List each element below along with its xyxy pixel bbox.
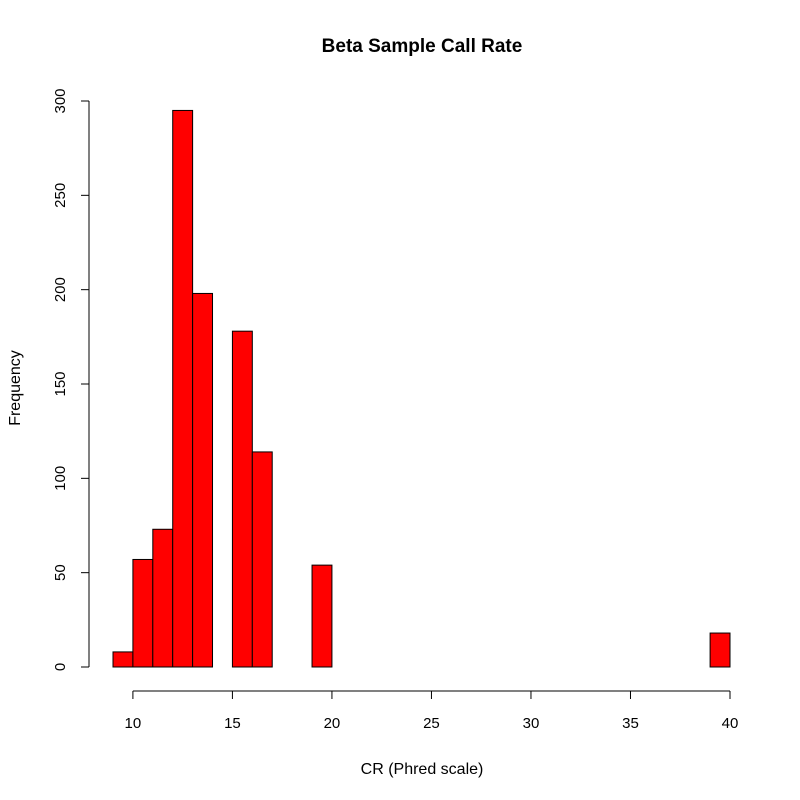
histogram-bar <box>172 109 194 668</box>
x-tick-label: 10 <box>125 715 142 732</box>
x-tick-label: 35 <box>622 715 639 732</box>
histogram-bars <box>112 109 731 668</box>
x-axis: 10 15 20 25 30 35 40 <box>125 690 739 732</box>
histogram-bar <box>231 330 253 668</box>
y-tick-label: 300 <box>52 88 69 113</box>
y-tick-label: 150 <box>52 371 69 396</box>
histogram-bar <box>132 558 154 668</box>
y-tick-label: 100 <box>52 466 69 491</box>
x-tick-label: 20 <box>324 715 341 732</box>
x-axis-label: CR (Phred scale) <box>361 761 484 778</box>
histogram-bar <box>112 651 134 668</box>
y-axis: 0 50 100 150 200 250 300 <box>52 88 90 671</box>
histogram-bar <box>311 564 333 668</box>
histogram-bar <box>192 292 214 668</box>
y-tick-label: 200 <box>52 277 69 302</box>
histogram-bar <box>709 632 731 668</box>
y-tick-label: 0 <box>52 663 69 671</box>
histogram-bar <box>251 451 273 668</box>
chart-title: Beta Sample Call Rate <box>322 36 523 57</box>
x-tick-label: 30 <box>523 715 540 732</box>
x-tick-label: 40 <box>722 715 739 732</box>
x-tick-label: 15 <box>224 715 241 732</box>
y-axis-label: Frequency <box>7 350 24 426</box>
y-tick-label: 50 <box>52 564 69 581</box>
y-tick-label: 250 <box>52 183 69 208</box>
histogram-bar <box>152 528 174 668</box>
x-tick-label: 25 <box>423 715 440 732</box>
